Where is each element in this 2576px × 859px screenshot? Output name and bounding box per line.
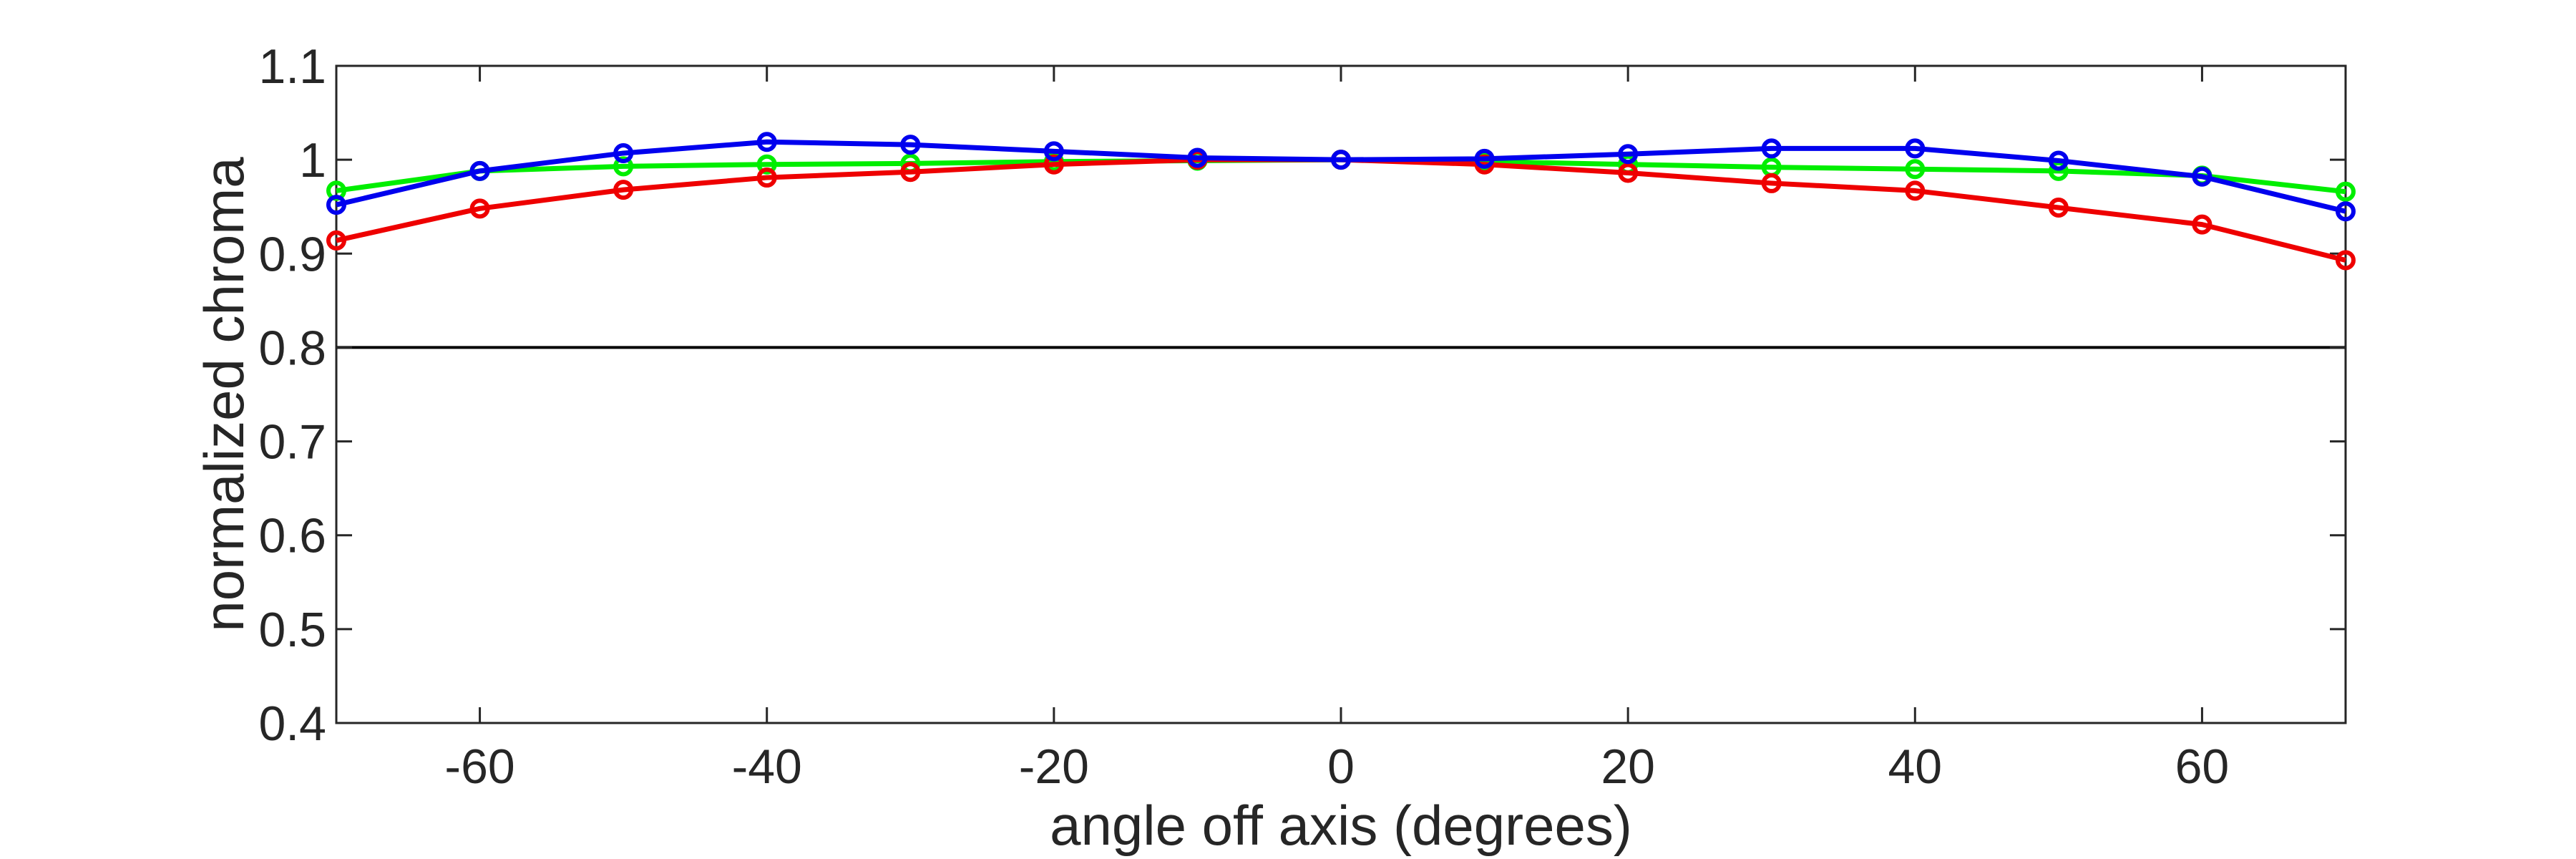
axes-layer: -60 -40 -20 0 20 40 60 0.4 0.5 0.6 0.7 0.8 0.9 1 1.1 [258,39,2347,794]
data-point-marker [469,198,490,219]
data-point-marker [613,156,634,177]
data-point-marker [2336,181,2356,202]
y-tick-label: 1 [299,133,326,188]
x-axis-label: angle off axis (degrees) [1050,794,1632,857]
data-point-marker [2192,214,2212,235]
data-point-marker [326,230,346,251]
data-point-marker [1905,180,1926,201]
data-point-marker [1331,150,1351,170]
data-point-marker [1187,147,1208,168]
x-tick-label: -40 [732,739,802,794]
y-tick-label: 0.7 [258,415,326,470]
data-point-marker [2048,150,2069,171]
data-point-marker [1043,154,1064,175]
data-point-marker [756,132,777,152]
data-point-marker [756,154,777,175]
y-axis-label: normalized chroma [192,157,255,632]
y-tick-label: 0.6 [258,509,326,563]
data-point-marker [756,168,777,188]
y-tick-label: 1.1 [258,39,326,94]
series-layer [326,132,2356,271]
x-tick-label: -60 [444,739,514,794]
data-point-marker [900,135,921,155]
data-point-marker [1618,144,1639,165]
data-point-marker [326,195,346,215]
data-point-marker [613,180,634,200]
data-point-marker [2336,201,2356,222]
data-point-marker [2048,198,2069,218]
data-point-marker [2192,166,2212,187]
data-point-marker [1761,138,1782,159]
data-point-marker [900,162,921,183]
data-point-marker [2336,250,2356,271]
x-tick-label: 0 [1327,739,1355,794]
data-point-marker [1474,148,1495,169]
y-tick-label: 0.5 [258,603,326,657]
series-2 [326,132,2356,222]
y-tick-label: 0.8 [258,321,326,375]
data-point-marker [1618,162,1639,183]
data-point-marker [1905,138,1926,159]
y-tick-label: 0.9 [258,227,326,281]
data-point-marker [469,160,490,181]
data-point-marker [613,142,634,163]
x-tick-label: 60 [2175,739,2230,794]
data-point-marker [1761,173,1782,193]
data-point-marker [1043,141,1064,162]
x-tick-label: 20 [1601,739,1655,794]
y-tick-label: 0.4 [258,697,326,751]
x-tick-label: 40 [1888,739,1942,794]
data-point-marker [1905,159,1926,180]
series-line [336,139,2346,214]
x-tick-label: -20 [1019,739,1089,794]
